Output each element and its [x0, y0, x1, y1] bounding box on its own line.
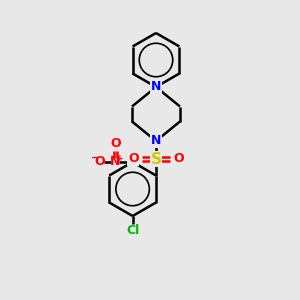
Text: N: N — [110, 155, 120, 169]
Text: O: O — [110, 137, 121, 150]
Text: O: O — [94, 155, 105, 169]
Text: S: S — [151, 152, 161, 166]
Text: N: N — [151, 80, 161, 94]
Text: N: N — [151, 134, 161, 148]
Text: O: O — [173, 152, 184, 166]
Text: +: + — [116, 154, 123, 163]
Text: −: − — [92, 153, 100, 163]
Text: Cl: Cl — [126, 224, 139, 237]
Text: O: O — [128, 152, 139, 166]
